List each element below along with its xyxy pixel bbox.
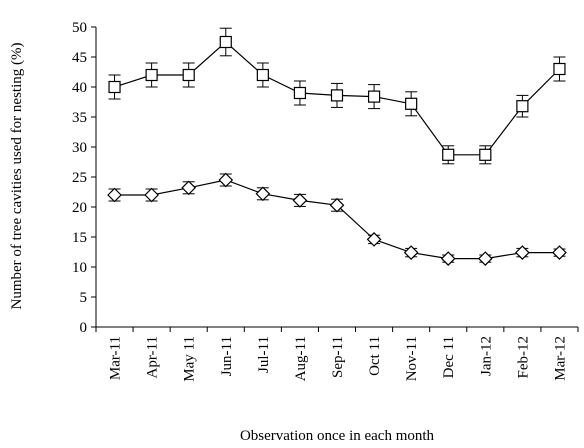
data-point-diamond [181,180,197,196]
data-point-diamond [515,245,530,260]
data-point-square [442,148,455,161]
x-tick-label: Nov-11 [404,336,420,381]
y-axis-label: Number of tree cavities used for nesting… [9,43,25,310]
data-point-square [516,100,529,113]
y-tick-label: 25 [72,170,87,186]
data-point-diamond [403,245,419,260]
data-point-diamond [255,186,271,202]
data-point-diamond [552,245,567,260]
x-tick-label: Jul-11 [256,336,272,373]
data-point-square [293,86,307,100]
axes: 0 5 10 15 20 25 30 35 40 45 50 Mar-11 Apr-11 May 11 Ju… [72,20,579,382]
y-tick-label: 35 [72,110,87,126]
data-point-square [553,62,566,76]
y-tick-label: 40 [72,80,87,96]
data-point-square [108,80,121,94]
y-tick-label: 30 [72,140,87,156]
data-point-diamond [218,172,234,188]
data-point-diamond [477,251,493,266]
data-point-square [182,68,195,82]
y-tick-label: 15 [72,230,87,246]
series-layer [107,27,567,266]
data-point-square [330,89,344,102]
y-tick-label: 50 [72,20,87,36]
series-2 [107,172,567,266]
data-point-square [367,90,381,103]
data-point-square [256,68,269,82]
data-point-square [405,97,418,110]
data-point-diamond [107,187,122,203]
x-tick-label: Apr-11 [145,336,161,378]
y-tick-label: 0 [80,320,88,336]
data-point-square [145,68,158,82]
series-1 [108,27,566,165]
y-tick-label: 20 [72,200,87,216]
x-tick-label: Feb-12 [515,336,531,379]
x-tick-label: May 11 [182,336,198,382]
series-line [114,179,560,260]
x-tick-label: Oct 11 [367,336,383,376]
data-point-diamond [292,193,308,208]
x-tick-label: Mar-11 [108,336,124,380]
x-tick-label: Sep-11 [330,336,346,378]
x-tick-label: Aug-11 [293,336,309,381]
y-tick-label: 45 [72,50,87,66]
data-point-diamond [440,251,456,266]
x-tick-label: Mar-12 [552,336,568,381]
data-point-diamond [144,187,159,203]
data-point-diamond [329,197,345,213]
data-point-diamond [366,232,382,247]
data-point-square [219,35,232,49]
x-axis-label: Observation once in each month [240,428,435,444]
x-tick-label: Jan-12 [478,336,494,376]
y-tick-label: 5 [80,290,88,306]
x-tick-label: Jun-11 [219,336,235,376]
x-tick-label: Dec 11 [441,336,457,378]
y-tick-label: 10 [72,260,87,276]
data-point-square [479,148,492,161]
